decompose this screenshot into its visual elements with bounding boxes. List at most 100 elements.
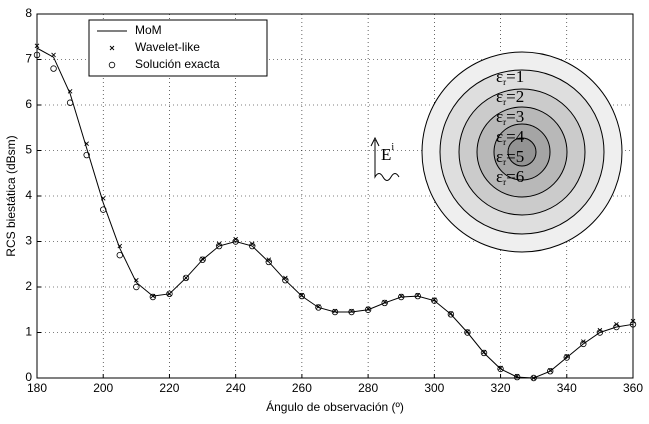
- x-tick-label: 300: [424, 381, 444, 395]
- circle-marker: [629, 321, 637, 328]
- x-marker: [100, 195, 106, 201]
- x-marker: [84, 141, 89, 146]
- y-tick-label: 7: [25, 52, 32, 66]
- field-base: E: [381, 145, 391, 164]
- x-marker: [167, 291, 172, 297]
- circle-marker: [249, 242, 256, 250]
- circle-marker: [108, 61, 116, 69]
- circle-marker: [116, 251, 123, 259]
- x-axis-label: Ángulo de observación (º): [266, 399, 404, 414]
- y-tick-label: 6: [25, 97, 32, 111]
- x-marker: [117, 243, 123, 249]
- epsilon: ε: [496, 87, 503, 106]
- circle-marker: [315, 304, 322, 311]
- y-tick-label: 2: [25, 279, 32, 293]
- x-tick-label: 360: [623, 381, 643, 395]
- x-tick-label: 240: [226, 381, 246, 395]
- circle-marker: [447, 311, 455, 318]
- legend: MoM Wavelet-like Solución exacta: [88, 19, 268, 77]
- circle-marker: [331, 308, 339, 316]
- circle-marker: [50, 65, 57, 72]
- field-label: Ei: [381, 142, 394, 164]
- y-tick-label: 5: [25, 143, 32, 157]
- epsilon-value: =5: [506, 147, 524, 166]
- circle-marker: [66, 99, 74, 106]
- y-tick-label: 0: [25, 370, 32, 384]
- circle-marker: [480, 349, 488, 357]
- epsilon-sub: r: [503, 97, 506, 107]
- y-tick-label: 1: [25, 325, 32, 339]
- x-marker: [266, 257, 272, 263]
- circle-marker: [166, 290, 173, 298]
- circle-marker: [215, 242, 223, 250]
- epsilon-label: εr=1: [496, 67, 524, 87]
- epsilon-sub: r: [503, 137, 506, 147]
- epsilon-label: εr=4: [496, 127, 525, 147]
- x-marker: [531, 375, 536, 381]
- epsilon: ε: [496, 127, 503, 146]
- x-marker: [183, 275, 189, 281]
- x-marker: [109, 45, 115, 51]
- legend-label: Solución exacta: [135, 57, 220, 71]
- circle-marker: [563, 354, 570, 361]
- circle-marker: [513, 373, 521, 381]
- circle-marker: [149, 293, 157, 301]
- circle-marker: [100, 206, 107, 213]
- epsilon: ε: [496, 167, 503, 186]
- circle-marker: [596, 329, 604, 336]
- circle-marker: [83, 151, 90, 159]
- scatterer: εr=1εr=2εr=3εr=4εr=5εr=6: [421, 51, 623, 253]
- y-axis-label: RCS biestática (dBsm): [4, 135, 18, 256]
- epsilon-value: =3: [506, 107, 524, 126]
- epsilon-value: =1: [506, 67, 524, 86]
- circle-marker: [381, 299, 388, 307]
- circle-marker: [547, 367, 554, 375]
- x-marker: [216, 241, 222, 247]
- x-marker: [34, 43, 40, 49]
- wave: [374, 170, 400, 181]
- arrow-head: [370, 136, 380, 147]
- x-marker: [233, 236, 238, 242]
- circle-marker: [431, 297, 438, 304]
- epsilon-sub: r: [503, 117, 506, 127]
- plot-frame: [36, 13, 634, 379]
- x-marker: [283, 275, 288, 281]
- epsilon-label: εr=5: [496, 147, 524, 167]
- legend-label: MoM: [135, 23, 162, 37]
- legend-label: Wavelet-like: [135, 40, 200, 54]
- ring: [507, 137, 537, 167]
- circle-marker: [464, 329, 471, 336]
- epsilon-sub: r: [503, 177, 506, 187]
- circle-marker: [33, 51, 41, 59]
- epsilon-value: =6: [506, 167, 524, 186]
- circle-marker: [398, 293, 405, 301]
- circle-marker: [348, 308, 355, 316]
- x-marker: [67, 89, 73, 94]
- x-tick-label: 220: [159, 381, 179, 395]
- circle-marker: [530, 374, 537, 382]
- circle-marker: [265, 258, 272, 266]
- circle-marker: [497, 365, 504, 373]
- epsilon: ε: [496, 147, 503, 166]
- x-marker: [51, 52, 56, 58]
- epsilon: ε: [496, 107, 503, 126]
- epsilon-label: εr=6: [496, 167, 524, 187]
- circle-marker: [282, 276, 289, 284]
- y-tick-label: 3: [25, 234, 32, 248]
- x-tick-label: 260: [292, 381, 312, 395]
- field-sup: i: [391, 142, 394, 153]
- legend-box: [88, 19, 268, 77]
- epsilon-value: =2: [506, 87, 524, 106]
- circle-marker: [133, 283, 140, 291]
- x-tick-label: 200: [93, 381, 113, 395]
- epsilon-label: εr=3: [496, 107, 524, 127]
- circle-marker: [298, 292, 306, 300]
- x-tick-label: 180: [27, 381, 47, 395]
- circle-marker: [613, 323, 620, 331]
- y-tick-label: 8: [25, 6, 32, 20]
- incident-field: Ei: [370, 136, 400, 181]
- x-marker: [597, 327, 603, 333]
- circle-marker: [199, 256, 206, 263]
- x-tick-label: 340: [557, 381, 577, 395]
